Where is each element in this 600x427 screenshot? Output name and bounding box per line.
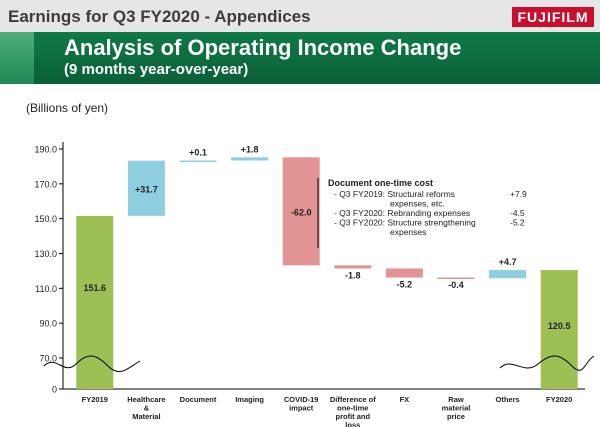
bar-decrease [385,268,423,278]
category-label: FX [400,395,410,404]
y-tick-label: 150.0 [34,214,57,224]
annotation-line: - Q3 FY2019: Structural reforms [334,189,455,199]
bar-value-label: -5.2 [397,280,413,290]
bar-total [76,215,114,389]
bar-value-label: -1.8 [345,270,361,280]
bar-increase [179,160,217,162]
fujifilm-logo: FUJIFILM [512,7,594,27]
bar-value-label: +0.1 [189,147,207,157]
category-label: Imaging [235,395,264,404]
category-label: & [144,404,150,413]
bar-increase [489,270,527,279]
bar-value-label: 151.6 [84,283,107,293]
bar-decrease [437,277,475,280]
bar-increase [231,157,269,161]
heading-banner: Analysis of Operating Income Change (9 m… [0,32,600,84]
y-tick-label: 0 [52,385,57,395]
y-tick-label: 170.0 [34,179,57,189]
annotation-line: - Q3 FY2020: Rebranding expenses [334,208,470,218]
axis-break-right [499,355,595,371]
axis-break-left [43,355,141,373]
category-label: FY2019 [82,395,108,404]
annotation-value: -5.2 [510,218,525,228]
page-title: Analysis of Operating Income Change [64,35,462,60]
annotation-line: expenses [390,227,426,237]
y-tick-label: 190.0 [34,145,57,155]
category-label: one-time [337,404,368,413]
y-tick-label: 110.0 [35,284,57,294]
y-tick-label: 70.0 [39,354,57,364]
bar-value-label: +4.7 [499,257,517,267]
document-title: Earnings for Q3 FY2020 - Appendices [8,7,311,26]
top-bar: Earnings for Q3 FY2020 - Appendices FUJI… [0,0,600,32]
category-label: impact [289,404,314,413]
category-label: Document [180,395,217,404]
category-label: Others [496,395,520,404]
bar-decrease [282,157,320,266]
bar-value-label: +31.7 [135,184,158,194]
category-label: Healthcare [127,395,165,404]
bar-value-label: -62.0 [291,207,312,217]
category-label: Raw [448,395,464,404]
units-label: (Billions of yen) [26,101,109,115]
bar-increase [127,160,165,216]
category-label: price [447,412,465,421]
annotation-line: - Q3 FY2020: Structure strengthening [334,218,476,228]
category-label: loss [345,421,360,427]
bar-value-label: 120.5 [548,321,571,331]
annotation-value: -4.5 [510,208,525,218]
annotation-title: Document one-time cost [328,178,433,188]
page-subtitle: (9 months year-over-year) [64,61,249,78]
category-label: Material [132,412,160,421]
bar-decrease [334,265,372,269]
category-label: COVID-19 [284,395,319,404]
category-label: material [442,404,471,413]
banner-accent [0,32,34,84]
y-tick-label: 90.0 [39,319,57,329]
category-label: FY2020 [546,395,572,404]
bar-value-label: -0.4 [448,280,464,290]
annotation-value: +7.9 [510,189,527,199]
bar-total [540,270,578,389]
category-label: profit and [336,412,371,421]
y-tick-label: 130.0 [34,249,57,259]
bar-value-label: +1.8 [241,144,259,154]
category-label: Difference of [330,395,376,404]
annotation-line: expenses, etc. [390,199,445,209]
